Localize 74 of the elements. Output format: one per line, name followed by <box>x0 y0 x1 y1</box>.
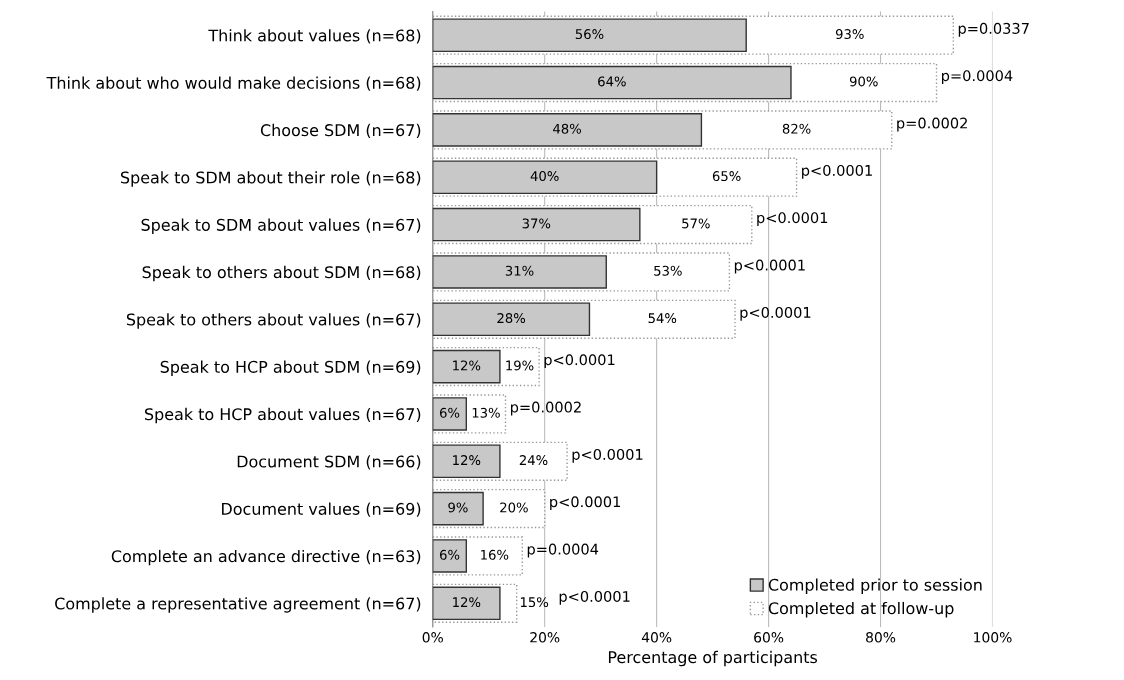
bar <box>432 113 703 147</box>
x-tick-label: 40% <box>641 632 672 643</box>
bar <box>432 349 501 384</box>
data-label: 12% <box>453 597 481 608</box>
bar <box>432 160 658 195</box>
annotation: p=0.0004 <box>527 543 599 558</box>
x-tick-label: 0% <box>422 632 443 643</box>
data-label: 57% <box>682 218 710 229</box>
y-tick-label: Complete a representative agreement (n=67) <box>55 597 421 613</box>
data-label: 82% <box>782 123 811 134</box>
data-label: 90% <box>849 76 878 87</box>
annotation: p<0.0001 <box>572 448 643 463</box>
bar <box>432 491 484 526</box>
y-tick-label: Speak to HCP about values (n=67) <box>145 407 421 424</box>
data-label: 19% <box>506 360 534 371</box>
y-tick-label: Speak to SDM about their role (n=68) <box>120 171 421 187</box>
bar <box>432 302 591 337</box>
data-label: 6% <box>439 407 460 418</box>
data-label: 64% <box>598 76 626 87</box>
data-label: 13% <box>472 407 500 418</box>
bar <box>432 65 792 100</box>
bar <box>432 444 501 479</box>
data-label: 93% <box>835 29 864 40</box>
legend-label: Completed prior to session <box>768 578 982 594</box>
data-label: 56% <box>575 29 604 40</box>
data-label: 9% <box>448 502 468 513</box>
annotation: p<0.0001 <box>559 590 630 605</box>
x-axis-title: Percentage of participants <box>608 650 818 667</box>
data-label: 12% <box>453 360 481 371</box>
annotation: p<0.0001 <box>757 212 828 227</box>
x-tick-label: 60% <box>754 632 784 643</box>
y-tick-label: Speak to HCP about SDM (n=69) <box>160 360 421 376</box>
annotation: p<0.0001 <box>802 164 872 179</box>
bar <box>432 255 607 289</box>
y-tick-label: Document SDM (n=66) <box>237 455 421 470</box>
bar <box>432 397 468 431</box>
y-tick-label: Choose SDM (n=67) <box>260 123 421 139</box>
data-label: 31% <box>505 265 534 276</box>
annotation: p=0.0002 <box>897 117 967 132</box>
legend-label: Completed at follow-up <box>768 601 954 618</box>
y-tick-label: Think about values (n=68) <box>208 29 421 44</box>
data-label: 15% <box>520 597 549 608</box>
y-tick-label: Complete an advance directive (n=63) <box>111 549 421 566</box>
data-label: 28% <box>497 313 526 324</box>
data-label: 37% <box>522 218 551 229</box>
y-tick-label: Think about who would make decisions (n=68) <box>46 76 421 91</box>
annotation: p<0.0001 <box>740 306 811 321</box>
annotation: p=0.0002 <box>511 401 581 416</box>
x-tick-label: 100% <box>974 632 1012 643</box>
annotation: p<0.0001 <box>550 496 621 511</box>
x-tick-label: 20% <box>530 632 560 643</box>
annotation: p<0.0001 <box>544 354 615 369</box>
annotation: p=0.0004 <box>942 70 1013 85</box>
y-tick-label: Speak to others about values (n=67) <box>126 313 421 329</box>
bar <box>432 18 747 53</box>
data-label: 6% <box>439 549 460 560</box>
x-tick-label: 80% <box>866 632 896 643</box>
data-label: 20% <box>500 502 528 513</box>
data-label: 65% <box>712 171 741 182</box>
bar <box>432 586 501 621</box>
y-tick-label: Speak to others about SDM (n=68) <box>142 265 421 282</box>
data-label: 16% <box>481 549 509 560</box>
annotation: p=0.0337 <box>958 22 1029 37</box>
bar <box>432 207 641 242</box>
data-label: 48% <box>553 123 582 134</box>
data-label: 53% <box>654 265 682 276</box>
annotation: p<0.0001 <box>734 259 805 274</box>
bar <box>432 539 468 573</box>
data-label: 12% <box>453 455 481 466</box>
data-label: 54% <box>648 313 677 324</box>
y-tick-label: Document values (n=69) <box>222 502 421 517</box>
data-label: 24% <box>519 455 548 466</box>
y-tick-label: Speak to SDM about values (n=67) <box>141 218 421 234</box>
data-label: 40% <box>530 171 559 182</box>
